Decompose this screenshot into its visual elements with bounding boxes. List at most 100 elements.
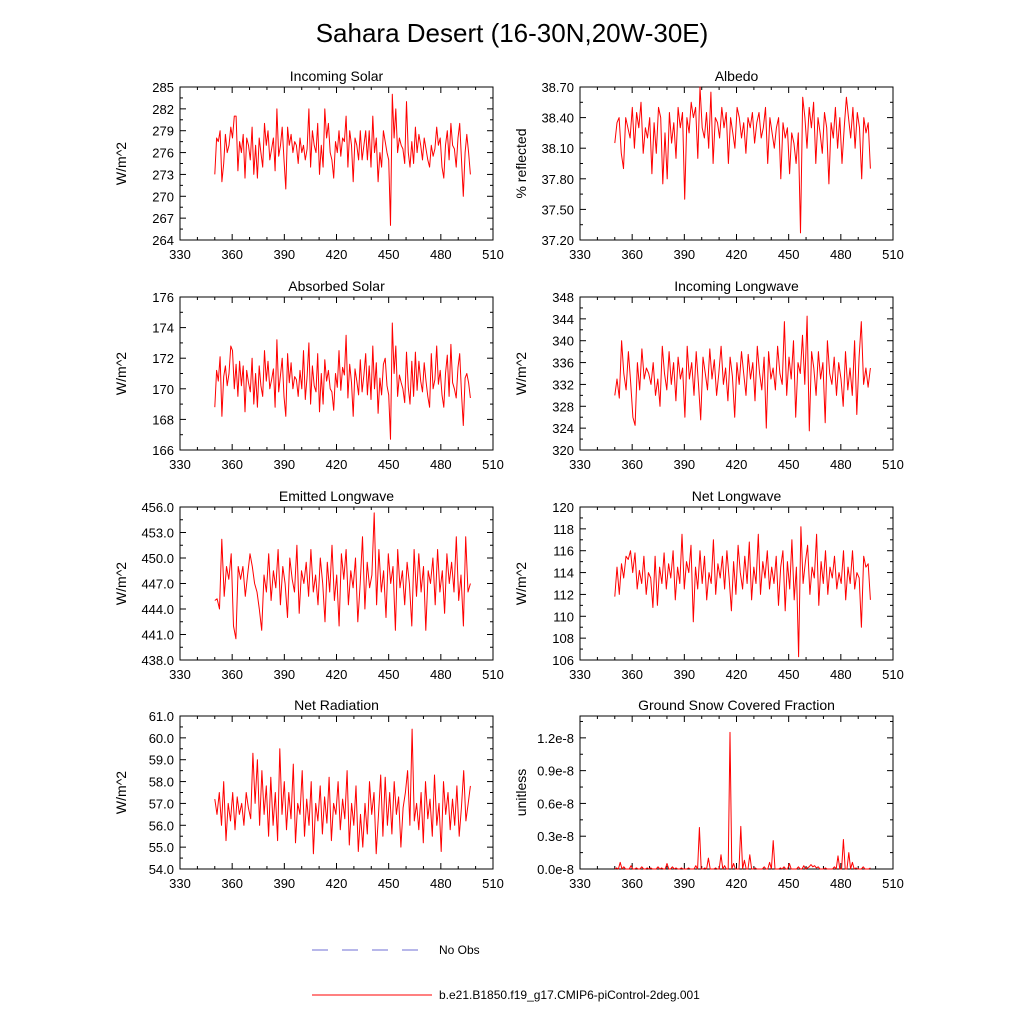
y-tick-label: 450.0 — [141, 551, 174, 566]
y-tick-label: 176 — [152, 290, 174, 305]
y-tick-label: 166 — [152, 443, 174, 458]
y-tick-label: 285 — [152, 80, 174, 95]
y-tick-label: 0.0e-8 — [537, 862, 574, 877]
x-tick-label: 450 — [778, 667, 800, 682]
y-tick-label: 174 — [152, 321, 174, 336]
y-tick-label: 0.9e-8 — [537, 764, 574, 779]
chart-title: Incoming Solar — [290, 68, 384, 84]
x-tick-label: 360 — [221, 876, 243, 891]
x-tick-label: 480 — [430, 247, 452, 262]
y-tick-label: 37.20 — [541, 233, 574, 248]
chart-title: Ground Snow Covered Fraction — [638, 697, 835, 713]
y-tick-label: 57.0 — [149, 796, 174, 811]
y-tick-label: 324 — [552, 421, 574, 436]
x-tick-label: 510 — [882, 667, 904, 682]
x-tick-label: 510 — [482, 247, 504, 262]
y-tick-label: 444.0 — [141, 602, 174, 617]
chart-title: Net Longwave — [692, 488, 782, 504]
x-tick-label: 360 — [221, 247, 243, 262]
x-tick-label: 480 — [830, 247, 852, 262]
y-tick-label: 320 — [552, 443, 574, 458]
x-tick-label: 450 — [378, 667, 400, 682]
y-axis-label: W/m^2 — [513, 352, 529, 395]
x-tick-label: 420 — [726, 457, 748, 472]
x-tick-label: 360 — [621, 457, 643, 472]
x-tick-label: 360 — [221, 667, 243, 682]
y-tick-label: 38.70 — [541, 80, 574, 95]
x-tick-label: 450 — [778, 876, 800, 891]
y-tick-label: 0.6e-8 — [537, 796, 574, 811]
y-axis-label: W/m^2 — [113, 142, 129, 185]
chart-panel: 330 360 390 420 450 480 510 54.0 55.0 56.0 57.0 58.… — [113, 697, 504, 891]
x-tick-label: 360 — [621, 876, 643, 891]
x-tick-label: 480 — [430, 876, 452, 891]
chart-title: Emitted Longwave — [279, 488, 394, 504]
x-tick-label: 390 — [673, 457, 695, 472]
y-tick-label: 453.0 — [141, 526, 174, 541]
legend: No Obs b.e21.B1850.f19_g17.CMIP6-piContr… — [312, 943, 700, 1002]
chart-panel: 330 360 390 420 450 480 510 320 324 328 332 336 340 3… — [513, 278, 904, 472]
y-tick-label: 438.0 — [141, 653, 174, 668]
y-tick-label: 55.0 — [149, 840, 174, 855]
y-tick-label: 110 — [553, 609, 574, 624]
y-tick-label: 282 — [152, 102, 174, 117]
x-tick-label: 330 — [169, 667, 191, 682]
y-tick-label: 58.0 — [149, 775, 174, 790]
y-tick-label: 118 — [553, 522, 574, 537]
y-tick-label: 59.0 — [149, 753, 174, 768]
y-tick-label: 168 — [152, 412, 174, 427]
y-tick-label: 441.0 — [141, 628, 174, 643]
x-tick-label: 510 — [482, 876, 504, 891]
series-line — [214, 322, 471, 440]
x-tick-label: 390 — [673, 667, 695, 682]
y-axis-label: W/m^2 — [113, 562, 129, 605]
x-tick-label: 480 — [830, 457, 852, 472]
figure-title: Sahara Desert (16-30N,20W-30E) — [316, 18, 709, 48]
chart-panel: 330 360 390 420 450 480 510 0.0e-8 0.3e-8 0.6e-8 0… — [513, 697, 904, 891]
y-tick-label: 56.0 — [149, 818, 174, 833]
y-tick-label: 172 — [152, 351, 174, 366]
x-tick-label: 480 — [830, 876, 852, 891]
x-tick-label: 450 — [778, 457, 800, 472]
x-tick-label: 330 — [569, 667, 591, 682]
x-tick-label: 480 — [430, 667, 452, 682]
y-tick-label: 38.10 — [541, 141, 574, 156]
y-tick-label: 120 — [552, 500, 574, 515]
x-tick-label: 510 — [482, 457, 504, 472]
x-tick-label: 330 — [169, 457, 191, 472]
y-tick-label: 348 — [552, 290, 574, 305]
x-tick-label: 420 — [326, 247, 348, 262]
x-tick-label: 420 — [726, 247, 748, 262]
y-axis-label: W/m^2 — [513, 562, 529, 605]
y-tick-label: 61.0 — [149, 709, 174, 724]
y-tick-label: 0.3e-8 — [537, 829, 574, 844]
x-tick-label: 330 — [169, 876, 191, 891]
y-axis-label: % reflected — [513, 128, 529, 198]
y-tick-label: 108 — [552, 631, 574, 646]
y-tick-label: 328 — [552, 399, 574, 414]
x-tick-label: 510 — [482, 667, 504, 682]
y-tick-label: 336 — [552, 356, 574, 371]
x-tick-label: 510 — [882, 247, 904, 262]
x-tick-label: 360 — [221, 457, 243, 472]
chart-title: Absorbed Solar — [288, 278, 385, 294]
y-tick-label: 38.40 — [541, 111, 574, 126]
chart-panel: 330 360 390 420 450 480 510 166 168 170 172 174 176 A… — [113, 278, 504, 472]
x-tick-label: 330 — [569, 876, 591, 891]
y-tick-label: 1.2e-8 — [537, 731, 574, 746]
x-tick-label: 450 — [378, 876, 400, 891]
y-tick-label: 106 — [552, 653, 574, 668]
y-tick-label: 112 — [553, 587, 574, 602]
x-tick-label: 390 — [273, 667, 295, 682]
y-tick-label: 456.0 — [141, 500, 174, 515]
x-tick-label: 390 — [673, 876, 695, 891]
y-tick-label: 264 — [152, 233, 174, 248]
x-tick-label: 480 — [430, 457, 452, 472]
y-tick-label: 276 — [152, 146, 174, 161]
y-tick-label: 279 — [152, 124, 174, 139]
chart-title: Albedo — [715, 68, 759, 84]
x-tick-label: 330 — [169, 247, 191, 262]
x-tick-label: 420 — [326, 457, 348, 472]
x-tick-label: 330 — [569, 247, 591, 262]
